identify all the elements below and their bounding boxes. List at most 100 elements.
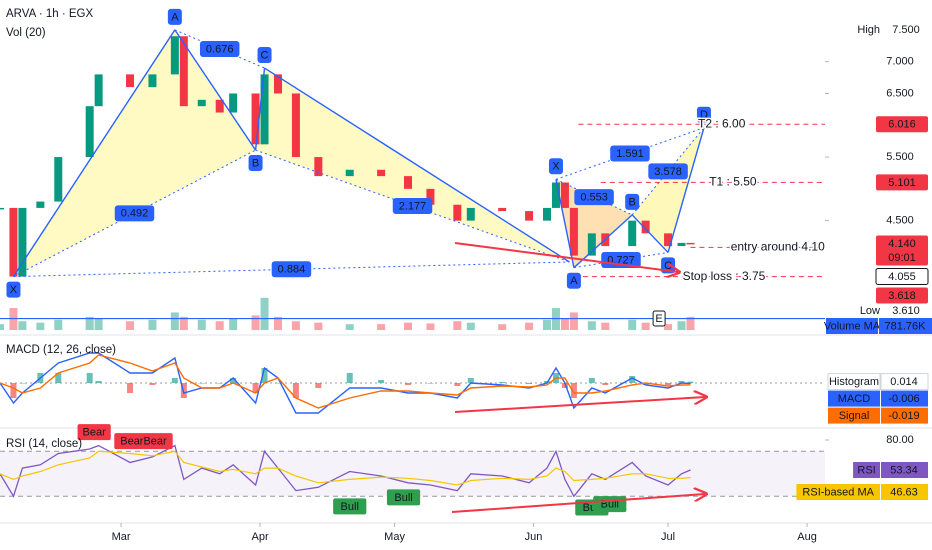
candle — [641, 220, 650, 234]
pattern-ratio-box — [392, 198, 433, 215]
volume-bar — [641, 322, 650, 330]
histogram-bar — [198, 383, 205, 384]
candle — [260, 74, 269, 145]
histogram-bar — [499, 382, 506, 383]
histogram-bar — [678, 381, 685, 383]
plot-layer: 7.000 6.500 5.500 4.500 Mar Apr May Jun Jul Aug 0.… — [0, 8, 932, 543]
histogram-bar — [561, 383, 568, 388]
volume-bar — [85, 316, 94, 330]
pattern-point-label: B — [629, 196, 636, 208]
pattern-ratio-box — [199, 40, 240, 57]
candle — [628, 220, 637, 247]
volume-bar — [601, 322, 610, 330]
pattern-leg — [264, 67, 570, 263]
candle — [498, 207, 507, 212]
pattern-fill — [632, 127, 704, 253]
volume-bar — [628, 319, 637, 330]
pattern-leg — [667, 127, 705, 253]
volume-bar — [569, 312, 578, 330]
indicator-value: 53.34 — [890, 464, 918, 476]
signal-label: Bull — [394, 492, 412, 504]
volume-bar — [197, 319, 206, 330]
low-value: 3.610 — [892, 305, 920, 317]
volume-bar — [251, 315, 260, 330]
candle — [677, 242, 686, 247]
volume-bar — [587, 321, 596, 330]
indicator-value-tag — [881, 462, 928, 479]
histogram-bar — [216, 383, 223, 384]
candle — [215, 99, 224, 113]
x-tick-label: May — [384, 531, 405, 543]
candle — [36, 201, 45, 208]
histogram-bar — [687, 381, 694, 383]
indicator-value: 46.63 — [890, 486, 918, 498]
histogram-bar — [454, 383, 461, 386]
candle — [664, 233, 673, 247]
rsi-band — [0, 451, 825, 497]
pattern-point-box — [6, 281, 21, 298]
signal-label: Bull — [341, 501, 359, 513]
volume-bar — [18, 321, 27, 330]
volume-bar — [0, 324, 4, 330]
pattern-ratio-line — [555, 127, 705, 180]
histogram-bar — [570, 383, 577, 398]
indicator-tag-name: Signal — [839, 410, 870, 422]
volume-bar — [560, 318, 569, 330]
histogram-bar — [602, 383, 609, 385]
volume-bar — [404, 322, 413, 330]
indicator-value-tag — [881, 484, 928, 501]
volume-bar — [525, 322, 534, 330]
signal-box — [114, 433, 173, 450]
volume-ma-value: 781.76K — [885, 320, 927, 332]
x-tick-label: Mar — [112, 531, 131, 543]
event-marker — [652, 310, 666, 327]
volume-bar — [36, 322, 45, 330]
indicator-tag-name: MACD — [838, 393, 870, 405]
histogram-bar — [261, 368, 268, 383]
candle — [179, 36, 188, 107]
rsi-legend: RSI (14, close) — [6, 438, 82, 450]
volume-legend: Vol (20) — [6, 27, 46, 39]
x-tick-label: Apr — [251, 531, 268, 543]
candle — [0, 207, 4, 210]
volume-bar — [498, 324, 507, 330]
pattern-point-box — [167, 8, 182, 25]
pattern-ratio: 2.177 — [399, 200, 427, 212]
pattern-ratio: 1.591 — [616, 148, 644, 160]
macd-line — [0, 354, 691, 409]
candle — [251, 93, 260, 145]
pattern-ratio: 3.578 — [654, 166, 682, 178]
pattern-ratio: 0.884 — [278, 264, 306, 276]
pattern-point-box — [548, 158, 563, 175]
histogram-bar — [292, 383, 299, 398]
histogram-bar — [19, 383, 26, 384]
candle — [9, 207, 18, 277]
level-label: Stop loss : 3.75 — [683, 269, 766, 283]
volume-bar — [453, 321, 462, 330]
x-tick-label: Aug — [797, 531, 817, 543]
rsi-line — [0, 444, 691, 498]
indicator-value: -0.006 — [888, 393, 919, 405]
pattern-point-label: D — [700, 109, 708, 121]
candle — [587, 233, 596, 256]
pattern-ratio-line — [555, 178, 633, 216]
candle — [453, 204, 462, 221]
pattern-ratio-box — [271, 261, 312, 278]
pattern-point-box — [566, 272, 581, 289]
candle — [94, 74, 103, 107]
pattern-leg — [12, 29, 176, 277]
candle — [18, 207, 27, 277]
indicator-tag — [828, 390, 880, 407]
price-tag-label: 3.618 — [888, 290, 916, 302]
pattern-point-box — [257, 47, 272, 64]
volume-bar — [126, 321, 135, 330]
volume-bar — [686, 316, 695, 330]
price-tag-label: 4.140 — [888, 238, 916, 250]
volume-bar — [54, 319, 63, 330]
level-label: T2 : 6.00 — [698, 116, 746, 130]
candle — [273, 74, 282, 94]
volume-bar — [170, 312, 179, 330]
signal-label: Bear — [83, 427, 107, 439]
volume-bar — [677, 321, 686, 330]
